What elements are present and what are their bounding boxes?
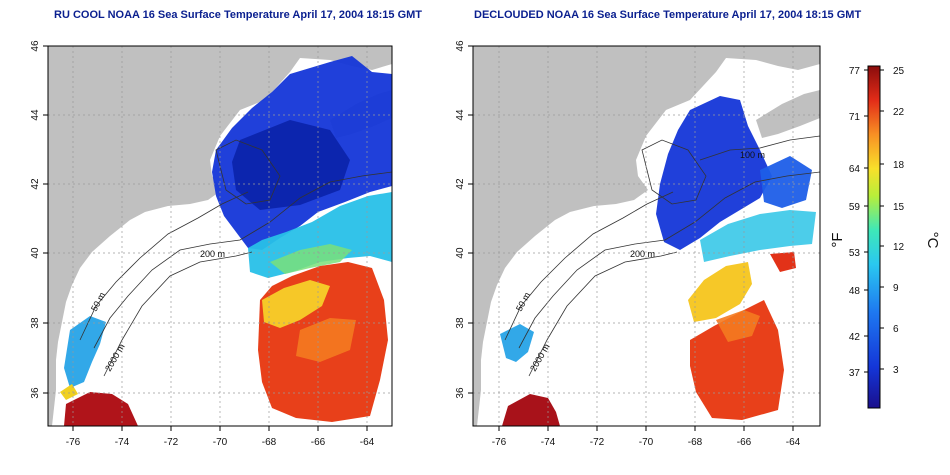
left-front-green (270, 244, 352, 274)
colorbar-tick-marks (864, 69, 884, 373)
right-cold-water-east (760, 156, 812, 208)
colorbar-f-tick: 64 (849, 164, 861, 175)
colorbar-f-tick: 59 (849, 202, 861, 213)
right-y-tick: 46 (455, 40, 466, 52)
right-bank-contour (641, 139, 707, 205)
left-x-tick: -72 (164, 437, 179, 448)
colorbar-f-tick: 48 (849, 286, 861, 297)
right-contour-label-100m: 100 m (740, 150, 765, 160)
left-contour-label-200m: 200 m (200, 249, 225, 259)
colorbar-c-tick: 22 (893, 107, 905, 118)
left-map-title: RU COOL NOAA 16 Sea Surface Temperature … (54, 9, 423, 21)
left-y-tick: 44 (30, 109, 41, 121)
left-x-tick: -74 (115, 437, 130, 448)
colorbar: 77 71 64 59 53 48 42 37 25 22 18 15 12 9… (829, 65, 941, 409)
right-isobath-50m (504, 191, 674, 341)
colorbar-c-tick: 3 (893, 365, 899, 376)
left-bank-contour (215, 139, 281, 205)
left-x-tick: -76 (66, 437, 81, 448)
right-x-tick: -70 (639, 437, 654, 448)
colorbar-c-tick: 9 (893, 283, 899, 294)
left-y-tick: 46 (30, 40, 41, 52)
colorbar-fahrenheit-label: °F (829, 232, 846, 247)
right-x-tick: -68 (688, 437, 703, 448)
right-x-tick: -66 (737, 437, 752, 448)
right-land (473, 46, 820, 426)
left-x-tick: -64 (360, 437, 375, 448)
left-y-tick: 36 (30, 387, 41, 399)
colorbar-f-tick: 71 (849, 112, 861, 123)
right-y-tick: 38 (455, 317, 466, 329)
colorbar-f-tick: 77 (849, 66, 861, 77)
colorbar-f-tick: 37 (849, 368, 861, 379)
right-grid (473, 46, 820, 426)
right-red-eddy (770, 252, 796, 272)
right-warm-water (690, 300, 784, 420)
left-x-tick: -70 (213, 437, 228, 448)
right-x-tick: -72 (590, 437, 605, 448)
right-warm-yellow (688, 262, 752, 322)
colorbar-c-tick: 18 (893, 160, 905, 171)
left-isobath-2000m (103, 251, 253, 377)
right-map-title: DECLOUDED NOAA 16 Sea Surface Temperatur… (474, 9, 862, 21)
left-warm-yellow (262, 280, 330, 328)
colorbar-c-tick: 15 (893, 202, 905, 213)
colorbar-celsius-label: °C (924, 232, 941, 249)
left-grid (48, 46, 392, 426)
right-cold-water (656, 96, 772, 250)
right-x-tick: -76 (492, 437, 507, 448)
left-shelf-patch (60, 384, 78, 400)
left-y-tick: 40 (30, 247, 41, 259)
left-map: 200 m 50 m 2000 m -76 -74 -72 -70 -68 -6… (30, 40, 393, 448)
colorbar-c-tick: 25 (893, 66, 905, 77)
right-isobath-200m (518, 171, 820, 349)
left-y-tick: 42 (30, 178, 41, 190)
left-isobath-200m (93, 171, 392, 349)
left-warm-orange (296, 318, 356, 362)
left-y-tick: 38 (30, 317, 41, 329)
colorbar-c-tick: 12 (893, 242, 905, 253)
colorbar-f-tick: 53 (849, 248, 861, 259)
right-shelf-warm (502, 394, 560, 426)
left-tick-marks (43, 45, 368, 431)
right-x-tick: -64 (786, 437, 801, 448)
right-cyan-strip (700, 210, 816, 262)
right-map: 200 m 100 m 50 m 2000 m -76 -74 -72 -70 … (455, 40, 821, 448)
right-y-tick: 42 (455, 178, 466, 190)
right-nova-scotia (756, 90, 820, 138)
colorbar-f-tick: 42 (849, 332, 861, 343)
right-isobath-100m (699, 135, 820, 161)
right-contour-label-200m: 200 m (630, 249, 655, 259)
right-y-tick: 40 (455, 247, 466, 259)
right-isobath-2000m (528, 251, 678, 377)
left-shelf-water (64, 316, 106, 388)
left-land (48, 46, 392, 426)
left-x-tick: -68 (262, 437, 277, 448)
right-x-tick: -74 (541, 437, 556, 448)
left-x-tick: -66 (311, 437, 326, 448)
right-y-tick: 36 (455, 387, 466, 399)
right-y-tick: 44 (455, 109, 466, 121)
left-shelf-warm (64, 392, 138, 426)
colorbar-c-tick: 6 (893, 324, 899, 335)
right-tick-marks (468, 45, 794, 431)
right-warm-orange (716, 310, 760, 342)
colorbar-gradient (867, 65, 881, 409)
left-isobath-50m (79, 191, 249, 341)
